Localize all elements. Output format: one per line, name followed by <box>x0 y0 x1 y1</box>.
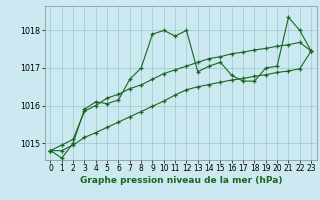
X-axis label: Graphe pression niveau de la mer (hPa): Graphe pression niveau de la mer (hPa) <box>80 176 282 185</box>
